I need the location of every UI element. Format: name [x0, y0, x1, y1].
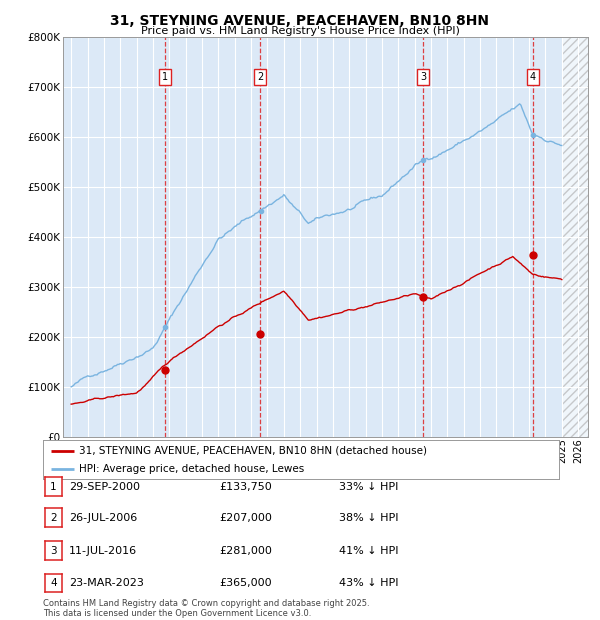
Text: 3: 3 — [50, 546, 57, 556]
Text: 33% ↓ HPI: 33% ↓ HPI — [339, 482, 398, 492]
Text: 1: 1 — [162, 72, 168, 82]
Text: 4: 4 — [530, 72, 536, 82]
Text: 26-JUL-2006: 26-JUL-2006 — [69, 513, 137, 523]
Text: £207,000: £207,000 — [219, 513, 272, 523]
Text: 11-JUL-2016: 11-JUL-2016 — [69, 546, 137, 556]
Text: 1: 1 — [50, 482, 57, 492]
Text: £365,000: £365,000 — [219, 578, 272, 588]
Text: 23-MAR-2023: 23-MAR-2023 — [69, 578, 144, 588]
Text: 31, STEYNING AVENUE, PEACEHAVEN, BN10 8HN: 31, STEYNING AVENUE, PEACEHAVEN, BN10 8H… — [110, 14, 490, 28]
Text: 3: 3 — [420, 72, 427, 82]
Text: HPI: Average price, detached house, Lewes: HPI: Average price, detached house, Lewe… — [79, 464, 305, 474]
Text: 2: 2 — [257, 72, 263, 82]
Text: 38% ↓ HPI: 38% ↓ HPI — [339, 513, 398, 523]
Text: 4: 4 — [50, 578, 57, 588]
Text: 41% ↓ HPI: 41% ↓ HPI — [339, 546, 398, 556]
Text: 31, STEYNING AVENUE, PEACEHAVEN, BN10 8HN (detached house): 31, STEYNING AVENUE, PEACEHAVEN, BN10 8H… — [79, 446, 427, 456]
Text: £281,000: £281,000 — [219, 546, 272, 556]
Text: Contains HM Land Registry data © Crown copyright and database right 2025.
This d: Contains HM Land Registry data © Crown c… — [43, 599, 370, 618]
Text: Price paid vs. HM Land Registry's House Price Index (HPI): Price paid vs. HM Land Registry's House … — [140, 26, 460, 36]
Text: 29-SEP-2000: 29-SEP-2000 — [69, 482, 140, 492]
Text: £133,750: £133,750 — [219, 482, 272, 492]
Text: 43% ↓ HPI: 43% ↓ HPI — [339, 578, 398, 588]
Text: 2: 2 — [50, 513, 57, 523]
